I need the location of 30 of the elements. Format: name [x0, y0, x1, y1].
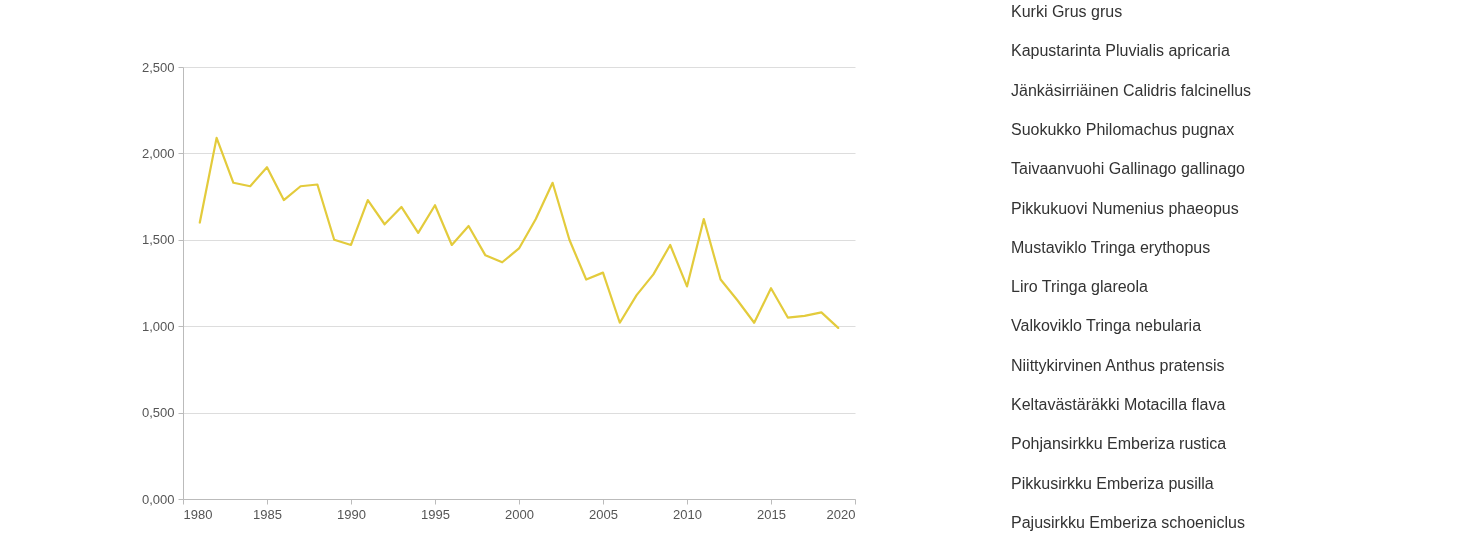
- text: Kurki Grus grus: [1011, 3, 1123, 20]
- y-tick-label: 2,500: [141, 59, 175, 75]
- text: Valkoviklo Tringa nebularia: [1011, 317, 1202, 335]
- y-tick-label: 2,000: [141, 145, 175, 161]
- x-tick-label: 1990: [337, 506, 366, 522]
- text: Kapustarinta Pluvialis apricaria: [1011, 42, 1230, 60]
- y-tick-label: 1,500: [141, 232, 175, 248]
- x-tick-label: 1985: [253, 506, 282, 522]
- text: Mustaviklo Tringa erythopus: [1011, 238, 1211, 256]
- text: Liro Tringa glareola: [1011, 278, 1149, 296]
- x-tick-label: 2010: [673, 506, 702, 522]
- text: Jänkäsirriäinen Calidris falcinellus: [1011, 81, 1252, 99]
- y-tick-label: 1,000: [141, 318, 175, 334]
- text: Pajusirkku Emberiza schoeniclus: [1011, 513, 1245, 531]
- text: Suokukko Philomachus pugnax: [1011, 120, 1235, 138]
- x-tick-label: 2000: [505, 506, 534, 522]
- text: Pikkukuovi Numenius phaeopus: [1011, 199, 1239, 217]
- x-tick-label: 2020: [826, 506, 856, 522]
- text: Pikkusirkku Emberiza pusilla: [1011, 474, 1214, 492]
- x-tick-label: 2005: [589, 506, 618, 522]
- x-tick-label: 1995: [421, 506, 450, 522]
- y-tick-label: 0,000: [141, 491, 175, 507]
- text: Taivaanvuohi Gallinago gallinago: [1011, 160, 1246, 178]
- x-tick-label: 1980: [183, 506, 213, 522]
- y-tick-label: 0,500: [141, 405, 175, 421]
- text: Keltavästäräkki Motacilla flava: [1011, 396, 1226, 413]
- text: Pohjansirkku Emberiza rustica: [1011, 435, 1227, 453]
- text: Niittykirvinen Anthus pratensis: [1011, 356, 1225, 374]
- x-tick-label: 2015: [757, 506, 786, 522]
- line-series: [198, 136, 840, 330]
